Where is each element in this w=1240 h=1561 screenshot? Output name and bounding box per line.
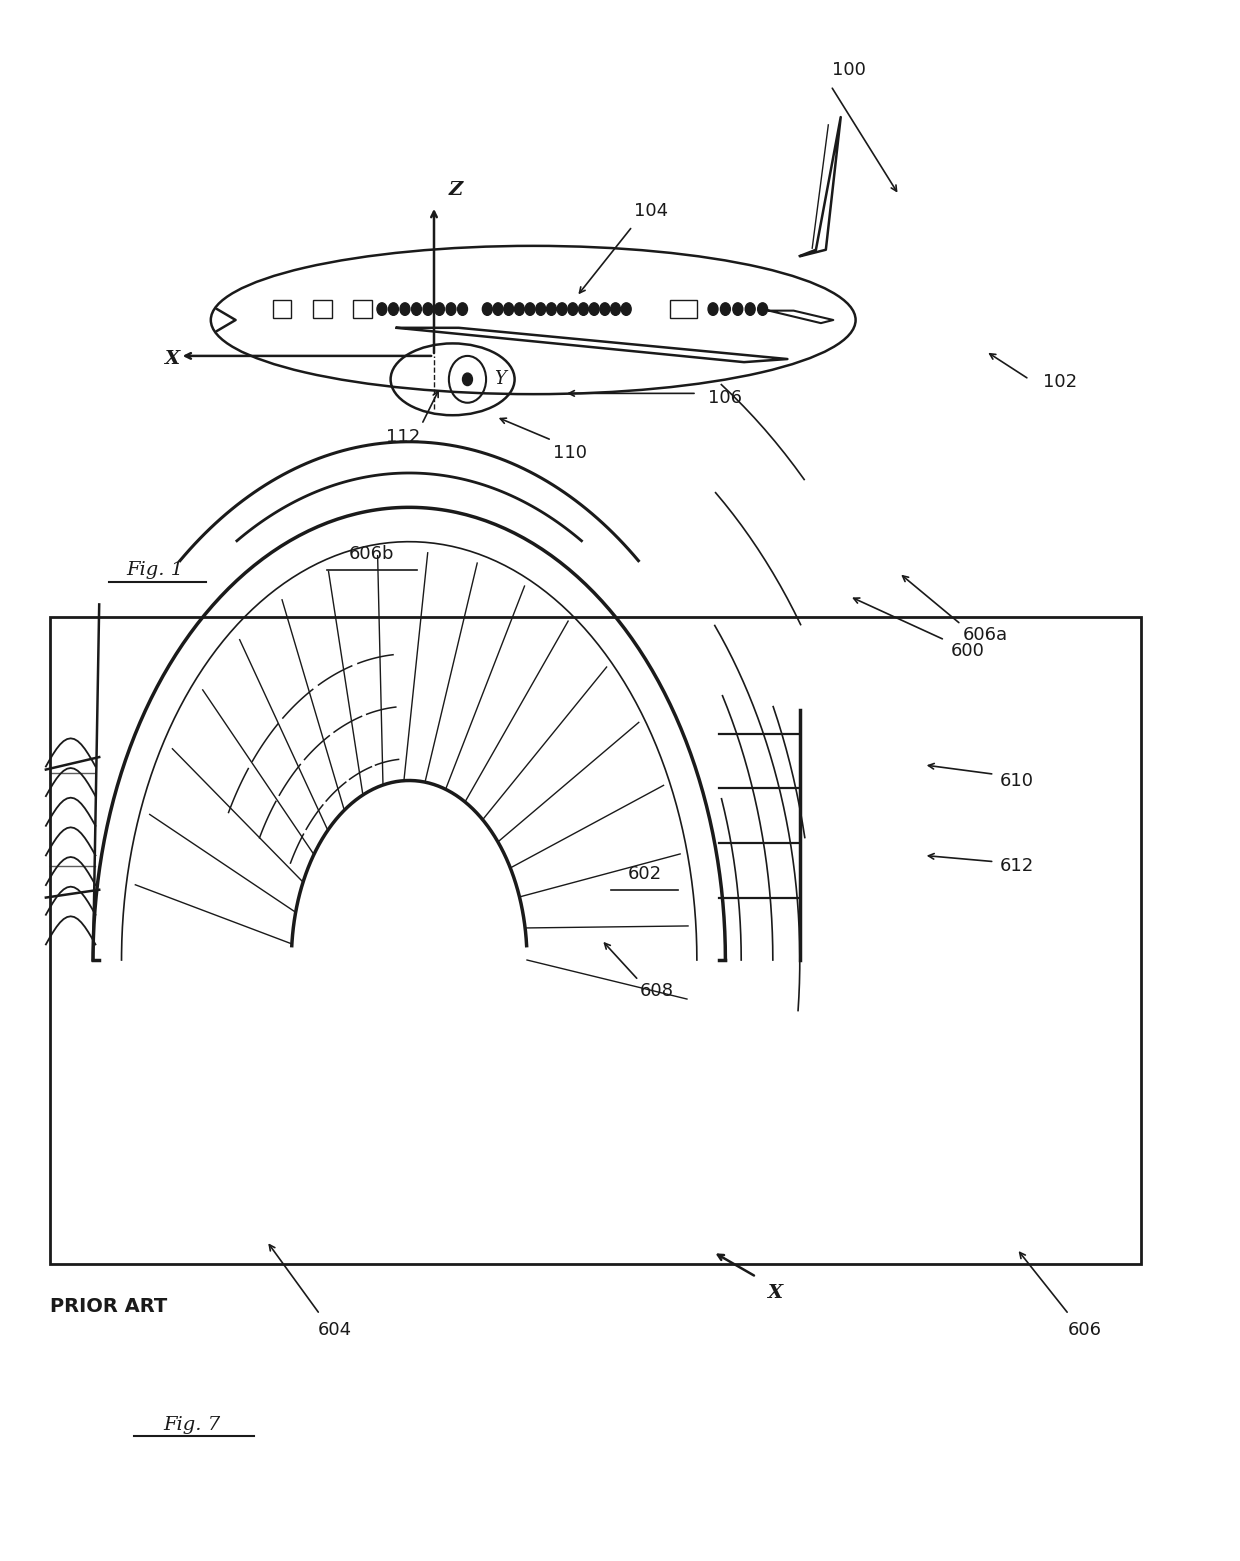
Circle shape [568, 303, 578, 315]
Text: 104: 104 [634, 201, 668, 220]
Text: PRIOR ART: PRIOR ART [50, 1297, 167, 1316]
Circle shape [610, 303, 620, 315]
Circle shape [494, 303, 503, 315]
Circle shape [377, 303, 387, 315]
Circle shape [708, 303, 718, 315]
Circle shape [482, 303, 492, 315]
Bar [50, 617, 1141, 1264]
Bar [353, 300, 372, 318]
Text: 106: 106 [708, 389, 743, 407]
Circle shape [720, 303, 730, 315]
Text: Z: Z [449, 181, 463, 200]
Text: 604: 604 [317, 1321, 352, 1339]
Text: X: X [768, 1283, 782, 1302]
Text: Y: Y [494, 370, 506, 389]
Circle shape [503, 303, 513, 315]
Circle shape [458, 303, 467, 315]
Bar [312, 300, 332, 318]
Circle shape [589, 303, 599, 315]
Polygon shape [397, 328, 787, 362]
Circle shape [463, 373, 472, 386]
Bar [670, 300, 697, 318]
Circle shape [446, 303, 456, 315]
Circle shape [621, 303, 631, 315]
Text: 602: 602 [627, 865, 662, 884]
Text: 112: 112 [386, 428, 420, 446]
Text: X: X [164, 350, 179, 368]
Text: Fig. 1: Fig. 1 [126, 560, 184, 579]
Text: 100: 100 [832, 61, 867, 80]
Circle shape [423, 303, 433, 315]
Text: 102: 102 [1043, 373, 1078, 392]
Circle shape [547, 303, 557, 315]
Circle shape [401, 303, 410, 315]
Text: 608: 608 [640, 982, 675, 1001]
Circle shape [557, 303, 567, 315]
Text: Fig. 7: Fig. 7 [164, 1416, 221, 1435]
Text: 600: 600 [950, 642, 985, 660]
Bar [273, 300, 291, 318]
Circle shape [579, 303, 589, 315]
Circle shape [536, 303, 546, 315]
Circle shape [600, 303, 610, 315]
Text: 606a: 606a [963, 626, 1008, 645]
Text: 110: 110 [553, 443, 588, 462]
Text: 606: 606 [1068, 1321, 1102, 1339]
Text: 606b: 606b [350, 545, 394, 564]
Text: 612: 612 [999, 857, 1034, 876]
Circle shape [525, 303, 534, 315]
Circle shape [733, 303, 743, 315]
Circle shape [434, 303, 444, 315]
Circle shape [515, 303, 525, 315]
Text: 610: 610 [999, 771, 1034, 790]
Circle shape [388, 303, 398, 315]
Circle shape [412, 303, 422, 315]
Circle shape [745, 303, 755, 315]
Circle shape [758, 303, 768, 315]
